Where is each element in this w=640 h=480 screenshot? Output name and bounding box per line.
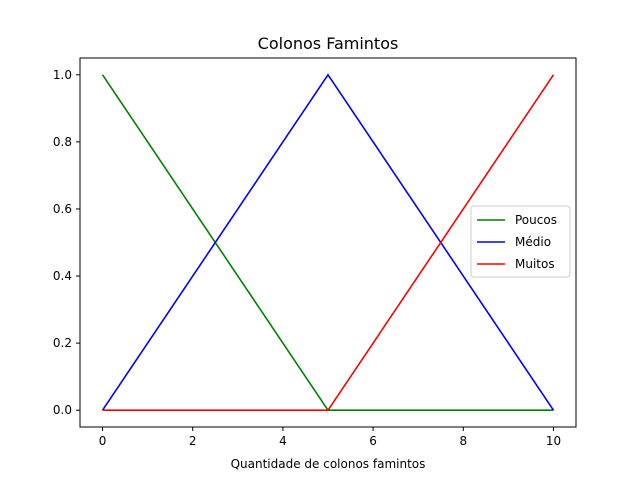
y-tick-label: 0.0 <box>53 403 72 417</box>
y-tick-label: 0.6 <box>53 202 72 216</box>
legend-box <box>470 205 571 278</box>
x-tick-label: 8 <box>459 434 467 448</box>
x-tick-label: 0 <box>99 434 107 448</box>
legend-entry-label: Médio <box>515 235 551 249</box>
y-tick-label: 0.4 <box>53 269 72 283</box>
x-tick-label: 10 <box>546 434 561 448</box>
x-tick-label: 2 <box>189 434 197 448</box>
axes-frame <box>79 57 577 428</box>
chart-title: Colonos Famintos <box>258 34 399 53</box>
y-tick-label: 1.0 <box>53 68 72 82</box>
series-line-muitos <box>102 74 555 412</box>
plot-area <box>101 73 555 412</box>
legend: Poucos Médio Muitos <box>470 205 571 278</box>
x-tick-label: 4 <box>279 434 287 448</box>
x-axis-label: Quantidade de colonos famintos <box>231 457 426 471</box>
y-tick-label: 0.8 <box>53 135 72 149</box>
series-line-médio <box>101 73 555 411</box>
legend-entry-label: Poucos <box>515 213 557 227</box>
legend-entry-label: Muitos <box>515 257 555 271</box>
y-tick-label: 0.2 <box>53 336 72 350</box>
x-tick-label: 6 <box>369 434 377 448</box>
